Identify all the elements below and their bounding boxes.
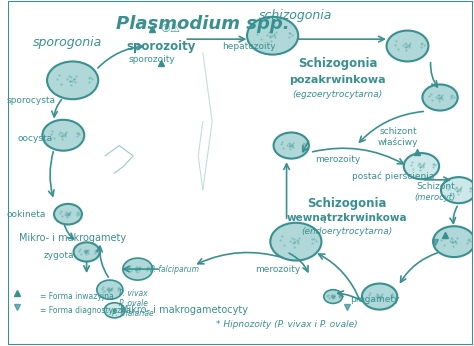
Text: ①⚠: ①⚠ — [160, 24, 180, 34]
Circle shape — [324, 290, 342, 303]
Circle shape — [273, 133, 309, 158]
Text: sporozoity: sporozoity — [126, 39, 196, 53]
Circle shape — [73, 242, 100, 262]
Text: właściwy: właściwy — [378, 137, 419, 147]
Circle shape — [441, 177, 474, 203]
Text: hepatozoity: hepatozoity — [223, 42, 276, 51]
Text: schizogonia: schizogonia — [259, 9, 333, 21]
Text: P. vivax: P. vivax — [119, 289, 147, 298]
Text: P. falciparum: P. falciparum — [150, 265, 200, 274]
Text: merozoity: merozoity — [255, 265, 300, 274]
Text: (endoerytrocytarna): (endoerytrocytarna) — [301, 227, 392, 236]
Text: (merocyt): (merocyt) — [415, 192, 456, 201]
Text: Mikro- i makrogametocyty: Mikro- i makrogametocyty — [120, 305, 248, 315]
Text: * Hipnozoity (P. vivax i P. ovale): * Hipnozoity (P. vivax i P. ovale) — [216, 319, 357, 328]
Text: merozoity: merozoity — [315, 155, 360, 164]
Text: (egzoerytrocytarna): (egzoerytrocytarna) — [292, 90, 383, 99]
Text: progamety: progamety — [350, 295, 400, 304]
Text: zygota: zygota — [44, 251, 74, 260]
Text: schizont: schizont — [379, 127, 417, 136]
Circle shape — [104, 303, 125, 318]
Text: P. malariae: P. malariae — [112, 309, 154, 318]
Circle shape — [387, 30, 428, 62]
Text: = Forma diagnostyczna: = Forma diagnostyczna — [40, 306, 131, 315]
Text: oocysta: oocysta — [18, 134, 53, 143]
Circle shape — [270, 223, 321, 261]
Circle shape — [362, 283, 397, 310]
Text: wewnątrzkrwinkowa: wewnątrzkrwinkowa — [287, 213, 407, 222]
Text: sporozoity: sporozoity — [128, 55, 175, 64]
Text: Schizont: Schizont — [416, 182, 455, 191]
Text: P. ovale: P. ovale — [118, 299, 147, 308]
Circle shape — [54, 204, 82, 225]
Circle shape — [42, 120, 84, 151]
Circle shape — [97, 280, 123, 299]
Text: Schizogonia: Schizogonia — [307, 197, 387, 210]
Text: ookineta: ookineta — [7, 210, 46, 219]
Text: sporocysta: sporocysta — [6, 97, 55, 106]
Text: sporogonia: sporogonia — [33, 36, 102, 49]
Text: = Forma inwazyjna: = Forma inwazyjna — [40, 292, 114, 301]
Circle shape — [123, 258, 153, 280]
Circle shape — [47, 62, 98, 99]
Text: Mikro- i makrogamety: Mikro- i makrogamety — [19, 233, 126, 243]
Text: postać pierścienia: postać pierścienia — [352, 172, 435, 181]
Circle shape — [247, 17, 298, 55]
Text: Schizogonia: Schizogonia — [298, 57, 377, 70]
Circle shape — [422, 84, 458, 110]
Text: pozakrwinkowa: pozakrwinkowa — [290, 75, 386, 85]
Circle shape — [404, 153, 439, 179]
Circle shape — [433, 226, 474, 257]
Text: Plasmodium spp.: Plasmodium spp. — [116, 15, 290, 33]
